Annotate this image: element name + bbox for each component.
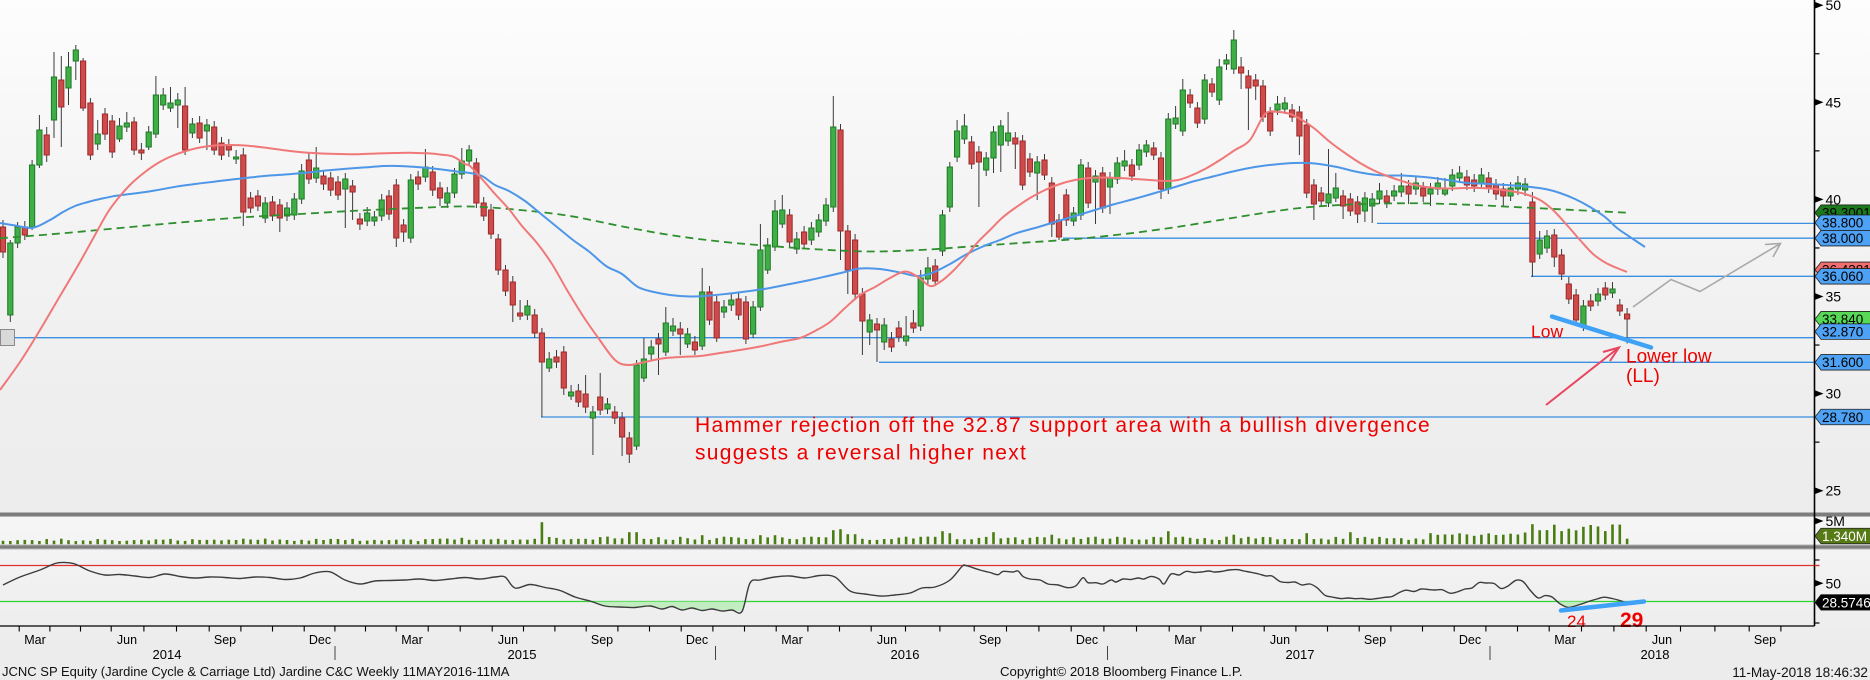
svg-text:Sep: Sep [591,633,613,647]
svg-text:2015: 2015 [508,647,537,662]
svg-text:2014: 2014 [153,647,182,662]
svg-text:(LL): (LL) [1626,366,1660,387]
svg-text:Low: Low [1531,322,1563,342]
svg-text:35: 35 [1826,289,1842,305]
svg-text:Jun: Jun [1652,633,1672,647]
svg-text:Mar: Mar [1174,633,1196,647]
svg-text:Mar: Mar [1554,633,1576,647]
svg-text:28.5746: 28.5746 [1822,595,1870,610]
svg-text:36.060: 36.060 [1822,269,1863,284]
svg-text:45: 45 [1826,94,1842,110]
svg-text:Jun: Jun [877,633,897,647]
svg-text:2017: 2017 [1286,647,1315,662]
svg-text:24: 24 [1567,612,1586,631]
svg-text:38.800: 38.800 [1822,216,1863,231]
svg-text:Mar: Mar [24,633,46,647]
svg-text:Dec: Dec [686,633,708,647]
svg-text:2018: 2018 [1641,647,1670,662]
svg-text:suggests a reversal higher nex: suggests a reversal higher next [695,442,1027,465]
svg-text:29: 29 [1620,609,1643,632]
svg-text:Lower low: Lower low [1626,347,1712,368]
svg-text:33.840: 33.840 [1822,312,1863,327]
svg-text:32.870: 32.870 [1822,324,1863,339]
svg-text:38.000: 38.000 [1822,231,1863,246]
svg-text:50: 50 [1826,0,1842,13]
svg-text:50: 50 [1826,575,1842,591]
svg-text:Dec: Dec [1076,633,1098,647]
svg-text:28.780: 28.780 [1822,410,1863,425]
svg-text:Dec: Dec [309,633,331,647]
svg-text:Mar: Mar [401,633,423,647]
svg-text:40: 40 [1826,191,1842,207]
svg-text:Mar: Mar [781,633,803,647]
svg-text:Sep: Sep [979,633,1001,647]
svg-text:Dec: Dec [1459,633,1481,647]
svg-text:5M: 5M [1826,513,1845,529]
svg-text:1.340M: 1.340M [1822,529,1867,544]
svg-text:JCNC SP Equity (Jardine Cycle: JCNC SP Equity (Jardine Cycle & Carriage… [2,664,510,679]
svg-text:Jun: Jun [498,633,518,647]
svg-text:Jun: Jun [117,633,137,647]
svg-text:Sep: Sep [1364,633,1386,647]
svg-text:Hammer rejection off the 32.87: Hammer rejection off the 32.87 support a… [695,414,1431,437]
svg-text:31.600: 31.600 [1822,355,1863,370]
svg-text:Sep: Sep [214,633,236,647]
svg-text:25: 25 [1826,483,1842,499]
svg-text:11-May-2018 18:46:32: 11-May-2018 18:46:32 [1732,665,1868,680]
svg-text:Copyright© 2018 Bloomberg Fina: Copyright© 2018 Bloomberg Finance L.P. [1000,664,1243,679]
svg-text:Jun: Jun [1270,633,1290,647]
svg-text:Sep: Sep [1754,633,1776,647]
svg-text:2016: 2016 [891,647,920,662]
svg-text:30: 30 [1826,386,1842,402]
